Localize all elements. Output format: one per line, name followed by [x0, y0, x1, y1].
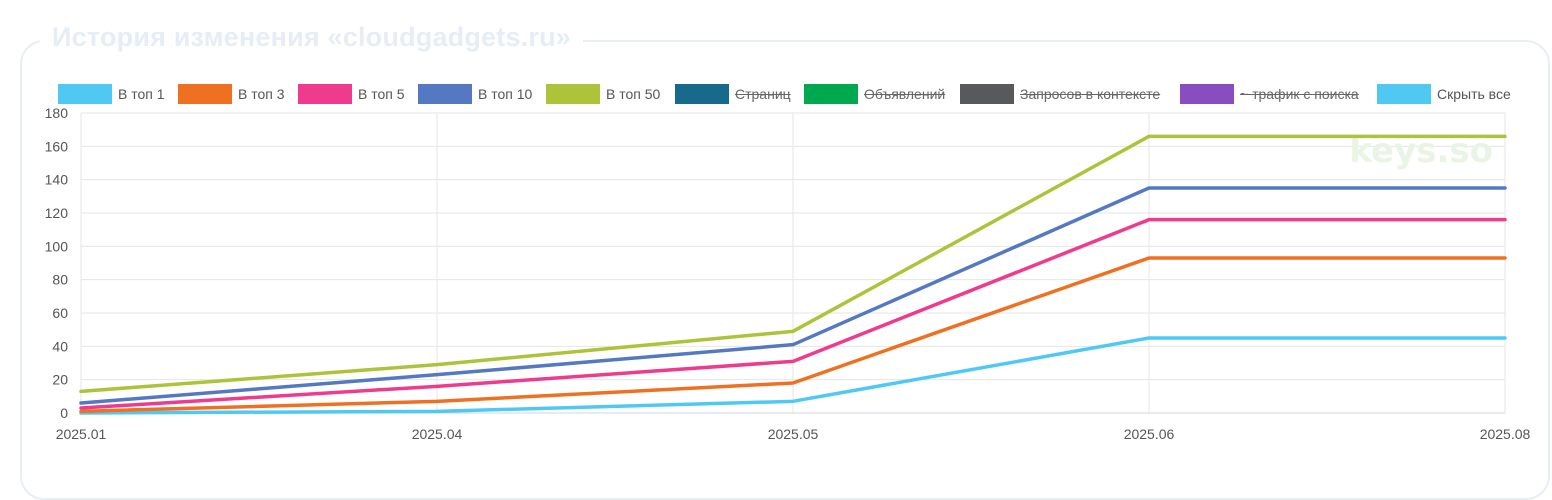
series-line	[79, 336, 1507, 415]
y-tick-label: 120	[45, 205, 69, 221]
legend-item-top10[interactable]: В топ 10	[418, 84, 532, 104]
legend-label: ~ трафик с поиска	[1240, 86, 1359, 102]
legend-label: В топ 10	[478, 86, 533, 102]
series-line	[79, 186, 1507, 405]
y-tick-label: 160	[45, 138, 69, 154]
chart-legend: В топ 1 В топ 3 В топ 5 В топ 10 В топ 5…	[0, 82, 1552, 106]
legend-swatch	[546, 84, 600, 104]
legend-swatch	[178, 84, 232, 104]
legend-swatch	[804, 84, 858, 104]
y-tick-label: 60	[52, 305, 68, 321]
legend-label: Страниц	[735, 86, 791, 102]
legend-item-top1[interactable]: В топ 1	[58, 84, 165, 104]
chart-card	[20, 40, 1550, 500]
y-tick-label: 40	[52, 338, 68, 354]
legend-item-context-queries[interactable]: Запросов в контексте	[960, 84, 1160, 104]
legend-swatch	[1180, 84, 1234, 104]
x-tick-label: 2025.04	[412, 426, 463, 442]
legend-item-search-traffic[interactable]: ~ трафик с поиска	[1180, 84, 1359, 104]
legend-swatch	[418, 84, 472, 104]
legend-item-top3[interactable]: В топ 3	[178, 84, 285, 104]
y-tick-label: 0	[60, 405, 68, 421]
x-tick-label: 2025.01	[56, 426, 107, 442]
x-tick-label: 2025.05	[768, 426, 819, 442]
legend-swatch	[298, 84, 352, 104]
series-line	[79, 217, 1507, 410]
legend-item-pages[interactable]: Страниц	[675, 84, 791, 104]
x-tick-label: 2025.06	[1124, 426, 1175, 442]
series-line	[79, 134, 1507, 394]
legend-item-ads[interactable]: Объявлений	[804, 84, 945, 104]
y-tick-label: 100	[45, 238, 69, 254]
legend-label: В топ 5	[358, 86, 405, 102]
legend-swatch	[1377, 84, 1431, 104]
legend-label: Запросов в контексте	[1020, 86, 1161, 102]
legend-swatch	[960, 84, 1014, 104]
y-tick-label: 180	[45, 105, 69, 121]
legend-label: В топ 1	[118, 86, 165, 102]
legend-label: В топ 3	[238, 86, 285, 102]
legend-item-hide-all[interactable]: Скрыть все	[1377, 84, 1511, 104]
y-tick-label: 20	[52, 372, 68, 388]
legend-item-top50[interactable]: В топ 50	[546, 84, 660, 104]
x-tick-label: 2025.08	[1480, 426, 1531, 442]
legend-label: Объявлений	[864, 86, 946, 102]
legend-swatch	[58, 84, 112, 104]
y-tick-label: 80	[52, 272, 68, 288]
legend-label: Скрыть все	[1437, 86, 1511, 102]
chart-axes: 0 20 40 60 80 100 120 140 160 180 2025.01 2025.04 20…	[45, 105, 1531, 442]
legend-swatch	[675, 84, 729, 104]
legend-label: В топ 50	[606, 86, 661, 102]
series-line	[79, 256, 1507, 414]
y-tick-label: 140	[45, 172, 69, 188]
chart-grid	[80, 112, 1506, 414]
legend-item-top5[interactable]: В топ 5	[298, 84, 405, 104]
card-title: История изменения «cloudgadgets.ru»	[40, 18, 583, 56]
chart-series	[79, 134, 1507, 415]
